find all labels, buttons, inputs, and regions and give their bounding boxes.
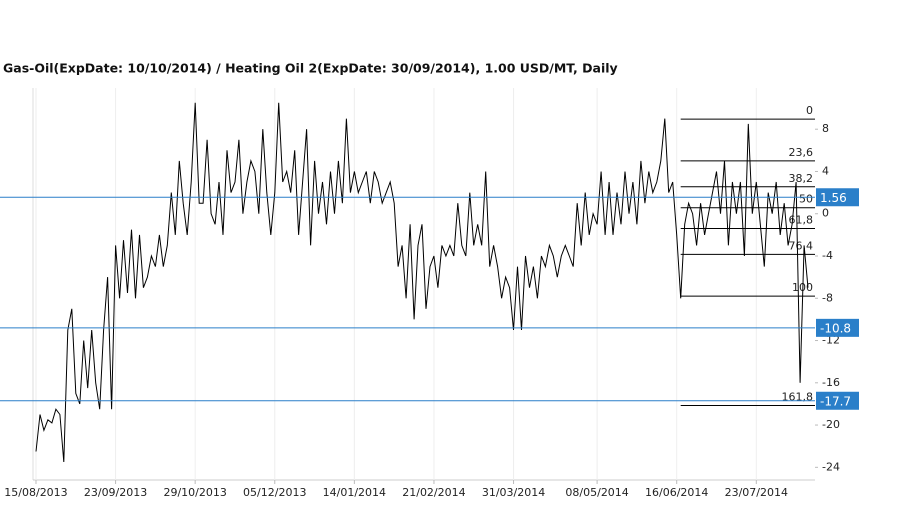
fib-label: 38,2	[789, 172, 814, 185]
y-tick-label: -8	[822, 291, 833, 304]
x-tick-label: 14/01/2014	[323, 486, 386, 499]
y-tick-label: -20	[822, 418, 840, 431]
x-tick-label: 23/07/2014	[725, 486, 788, 499]
x-tick-label: 31/03/2014	[482, 486, 545, 499]
fib-label: 0	[806, 104, 813, 117]
y-tick-label: 4	[822, 164, 829, 177]
x-tick-label: 05/12/2013	[243, 486, 306, 499]
level-label: 1.56	[820, 191, 847, 205]
x-tick-label: 08/05/2014	[565, 486, 628, 499]
level-box	[816, 188, 859, 207]
x-tick-label: 21/02/2014	[402, 486, 465, 499]
y-tick-label: 0	[822, 207, 829, 220]
level-label: -10.8	[820, 321, 851, 335]
level-box	[816, 391, 859, 410]
x-tick-label: 16/06/2014	[645, 486, 708, 499]
chart-title: Gas-Oil(ExpDate: 10/10/2014) / Heating O…	[3, 61, 618, 76]
fib-label: 161,8	[782, 391, 814, 404]
x-tick-label: 15/08/2013	[4, 486, 67, 499]
fib-label: 23,6	[789, 146, 814, 159]
y-tick-label: -24	[822, 460, 840, 473]
y-tick-label: -16	[822, 376, 840, 389]
y-tick-label: 8	[822, 122, 829, 135]
y-tick-label: -4	[822, 249, 833, 262]
level-label: -17.7	[820, 394, 851, 408]
x-tick-label: 29/10/2013	[163, 486, 226, 499]
level-box	[816, 318, 859, 337]
fib-label: 76,4	[789, 239, 814, 252]
fib-label: 50	[799, 193, 813, 206]
price-line	[35, 102, 809, 463]
fib-label: 61,8	[789, 214, 814, 227]
x-tick-label: 23/09/2013	[84, 486, 147, 499]
